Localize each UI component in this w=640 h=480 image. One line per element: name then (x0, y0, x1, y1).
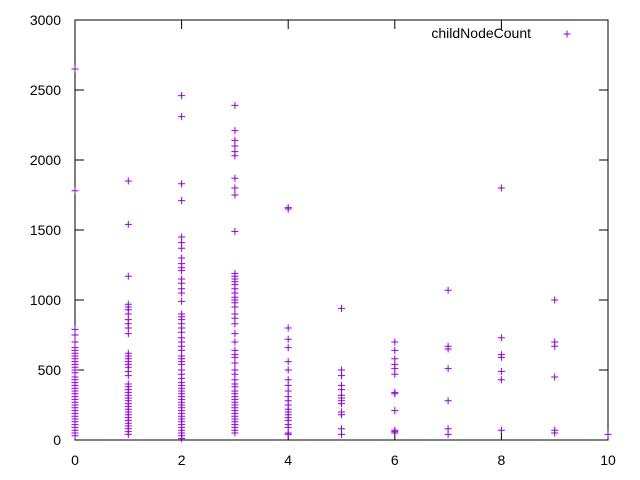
data-point (551, 429, 559, 437)
data-point (231, 359, 239, 367)
data-point (124, 272, 132, 280)
data-point (231, 338, 239, 346)
data-point (124, 372, 132, 380)
data-point (178, 92, 186, 100)
data-point (124, 177, 132, 185)
data-point (71, 432, 79, 440)
legend-label: childNodeCount (431, 25, 531, 41)
y-tick-label: 500 (38, 362, 62, 378)
data-point (284, 358, 292, 366)
data-point (231, 152, 239, 160)
data-points (71, 65, 612, 443)
data-point (391, 407, 399, 415)
data-point (231, 174, 239, 182)
data-point (71, 65, 79, 73)
x-tick-label: 8 (498, 452, 506, 468)
y-tick-label: 1500 (30, 222, 61, 238)
data-point (178, 180, 186, 188)
data-point (284, 324, 292, 332)
data-point (444, 397, 452, 405)
legend: childNodeCount (431, 25, 571, 41)
data-point (284, 430, 292, 438)
data-point (604, 430, 612, 438)
x-tick-label: 10 (600, 452, 616, 468)
data-point (391, 346, 399, 354)
x-tick-label: 0 (71, 452, 79, 468)
data-point (284, 344, 292, 352)
data-point (231, 191, 239, 199)
data-point (231, 227, 239, 235)
data-point (71, 331, 79, 339)
data-point (178, 297, 186, 305)
data-point (338, 372, 345, 380)
data-point (338, 411, 345, 419)
data-point (497, 367, 505, 375)
data-point (231, 429, 239, 437)
data-point (124, 220, 132, 228)
data-point (497, 334, 505, 342)
data-point (497, 184, 505, 192)
data-point (551, 296, 559, 304)
data-point (178, 435, 186, 443)
data-point (284, 335, 292, 343)
data-point (338, 304, 345, 312)
data-point (444, 286, 452, 294)
data-point (231, 184, 239, 192)
data-point (231, 330, 239, 338)
y-tick-label: 2000 (30, 152, 61, 168)
data-point (178, 267, 186, 275)
data-point (231, 303, 239, 311)
data-point (391, 390, 399, 398)
data-point (178, 289, 186, 297)
data-point (71, 187, 79, 195)
data-point (444, 430, 452, 438)
y-tick-label: 1000 (30, 292, 61, 308)
data-point (338, 400, 345, 408)
data-point (444, 365, 452, 373)
data-point (391, 370, 399, 378)
y-tick-label: 2500 (30, 82, 61, 98)
data-point (497, 426, 505, 434)
data-point (391, 429, 399, 437)
data-point (497, 353, 505, 361)
data-point (444, 345, 452, 353)
data-point (124, 330, 132, 338)
data-point (231, 101, 239, 109)
data-point (284, 205, 292, 213)
y-tick-label: 0 (53, 432, 61, 448)
data-point (231, 127, 239, 135)
data-point (284, 366, 292, 374)
x-tick-label: 4 (284, 452, 292, 468)
data-point (391, 338, 399, 346)
y-axis: 0 500 1000 1500 2000 2500 3000 (30, 12, 608, 448)
data-point (178, 197, 186, 205)
data-point (551, 373, 559, 381)
x-tick-label: 2 (178, 452, 186, 468)
data-point (551, 342, 559, 350)
legend-marker-symbol (563, 30, 571, 38)
data-point (338, 430, 345, 438)
data-point (497, 376, 505, 384)
x-tick-label: 6 (391, 452, 399, 468)
data-point (178, 244, 186, 252)
y-tick-label: 3000 (30, 12, 61, 28)
data-point (178, 113, 186, 121)
data-point (124, 430, 132, 438)
legend-marker (563, 30, 571, 38)
data-point (231, 320, 239, 328)
